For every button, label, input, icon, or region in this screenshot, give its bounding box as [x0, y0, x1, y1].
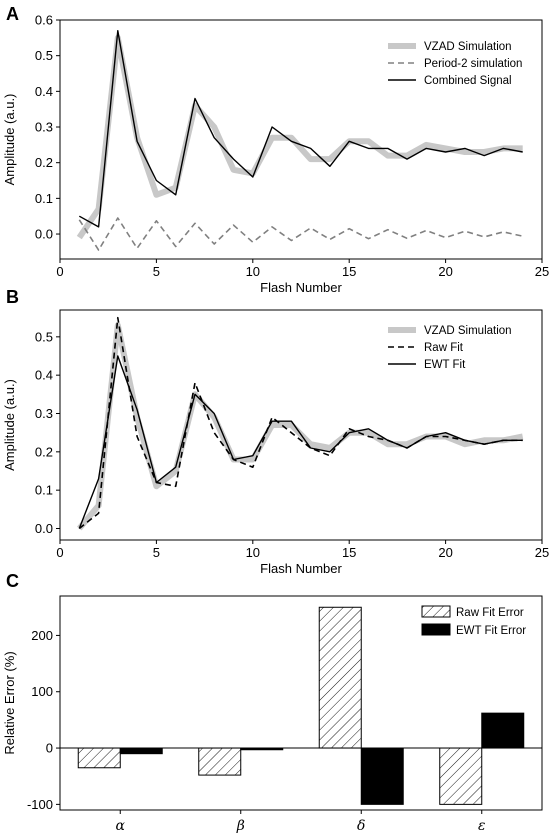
bar-0-0	[77, 747, 121, 769]
y-tick-label: 0.4	[35, 368, 53, 383]
x-tick-label: 20	[438, 264, 452, 279]
plot-frame	[59, 309, 543, 541]
bar-1-3	[481, 712, 525, 749]
y-tick-label: 0.0	[35, 227, 53, 242]
legend-swatch-1	[421, 623, 451, 636]
legend-label-1: Raw Fit	[424, 342, 464, 354]
x-tick-label: 0	[56, 545, 63, 560]
y-tick-label: 0.1	[35, 191, 53, 206]
x-tick-label: 5	[153, 545, 160, 560]
y-tick-label: 0.4	[35, 84, 53, 99]
panel-label-b: B	[6, 287, 19, 307]
bar-1-0	[119, 747, 163, 755]
series-line-0	[77, 322, 524, 531]
y-tick-label: 0.2	[35, 444, 53, 459]
series-line-2	[78, 30, 523, 228]
plot-frame	[59, 19, 543, 260]
legend-swatch-0	[421, 605, 451, 618]
x-tick-label: 0	[56, 264, 63, 279]
x-tick-label: ε	[478, 818, 486, 834]
y-tick-label: 0.1	[35, 483, 53, 498]
y-tick-label: -100	[27, 797, 53, 812]
legend-label-0: VZAD Simulation	[424, 325, 512, 337]
y-tick-label: 0.0	[35, 521, 53, 536]
y-tick-label: 0.5	[35, 329, 53, 344]
x-tick-label: 20	[438, 545, 452, 560]
x-tick-label: β	[236, 818, 245, 834]
plot-frame	[59, 595, 543, 811]
y-tick-label: 0.3	[35, 406, 53, 421]
y-tick-label: 0	[46, 741, 53, 756]
series-line-2	[78, 355, 523, 529]
y-tick-label: 200	[31, 628, 53, 643]
bar-1-2	[360, 747, 404, 805]
x-tick-label: 5	[153, 264, 160, 279]
legend-label-2: EWT Fit	[424, 359, 466, 371]
x-axis-title: Flash Number	[260, 280, 342, 295]
legend-label-0: VZAD Simulation	[424, 41, 512, 53]
x-tick-label: 25	[535, 545, 549, 560]
y-axis-title: Amplitude (a.u.)	[2, 94, 17, 186]
panel-label-a: A	[6, 4, 19, 24]
legend-label-1: EWT Fit Error	[456, 625, 526, 637]
legend-label-0: Raw Fit Error	[456, 607, 524, 619]
y-axis-title: Amplitude (a.u.)	[2, 379, 17, 471]
y-tick-label: 0.2	[35, 155, 53, 170]
y-tick-label: 0.6	[35, 13, 53, 28]
series-line-1	[78, 316, 523, 530]
chart-panel-b: 0 5 10 15 20 25 0.0 0.1 0.2 0.3 0.4 0.5 Flash Number…	[2, 309, 549, 576]
x-axis-title: Flash Number	[260, 561, 342, 576]
series-line-0	[76, 34, 523, 240]
x-tick-label: 15	[342, 545, 356, 560]
bar-0-3	[439, 747, 483, 805]
y-tick-label: 0.5	[35, 48, 53, 63]
chart-panel-a: 0 5 10 15 20 25 0.0 0.1 0.2 0.3 0.4 0.5 0.6 Flash Num…	[2, 13, 549, 296]
series-line-1	[78, 217, 523, 251]
y-tick-label: 100	[31, 684, 53, 699]
x-tick-label: α	[116, 818, 126, 834]
x-tick-label: 15	[342, 264, 356, 279]
x-tick-label: 10	[246, 264, 260, 279]
y-axis-title: Relative Error (%)	[2, 651, 17, 754]
bar-0-2	[318, 606, 362, 749]
x-tick-label: δ	[357, 818, 365, 834]
panel-label-c: C	[6, 571, 19, 591]
legend-label-1: Period-2 simulation	[424, 58, 522, 70]
legend-label-2: Combined Signal	[424, 75, 512, 87]
x-tick-label: 10	[246, 545, 260, 560]
x-tick-label: 25	[535, 264, 549, 279]
y-tick-label: 0.3	[35, 120, 53, 135]
bar-0-1	[198, 747, 242, 776]
chart-panel-c: α β δ ε -100 0 100 200 Relative Error (%) Raw Fit…	[2, 595, 543, 834]
